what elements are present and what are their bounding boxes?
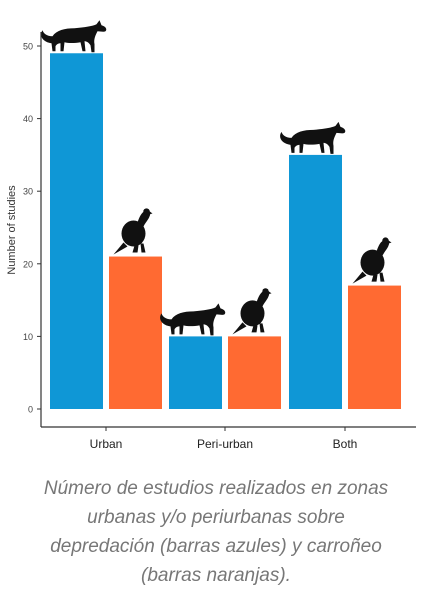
bar-series-2-peri-urban bbox=[228, 336, 281, 409]
puma-silhouette-icon bbox=[41, 20, 107, 53]
puma-silhouette-icon bbox=[280, 121, 346, 154]
condor-silhouette-icon bbox=[352, 237, 392, 284]
y-tick-label: 30 bbox=[23, 187, 33, 197]
y-tick-label: 0 bbox=[28, 405, 33, 415]
y-tick-label: 10 bbox=[23, 332, 33, 342]
bar-series-2-urban bbox=[109, 256, 162, 409]
bar-series-2-both bbox=[348, 285, 401, 409]
figure-caption: Número de estudios realizados en zonas u… bbox=[0, 474, 432, 590]
caption-line: (barras naranjas). bbox=[141, 565, 291, 586]
caption-line: urbanas y/o periurbanas sobre bbox=[87, 507, 345, 528]
caption-line: depredación (barras azules) y carroñeo bbox=[50, 536, 382, 557]
bar-series-1-both bbox=[289, 154, 342, 409]
x-tick-label: Peri-urban bbox=[197, 437, 253, 451]
y-axis-label: Number of studies bbox=[6, 185, 18, 275]
bar-series-1-peri-urban bbox=[169, 336, 222, 409]
condor-silhouette-icon bbox=[232, 288, 272, 335]
x-tick-label: Urban bbox=[90, 437, 123, 451]
bar-series-1-urban bbox=[50, 53, 103, 409]
bar-chart: Number of studies 0 10 20 30 40 50 Urban Peri-… bbox=[6, 20, 416, 451]
y-tick-label: 40 bbox=[23, 114, 33, 124]
y-tick-label: 20 bbox=[23, 259, 33, 269]
y-tick-label: 50 bbox=[23, 42, 33, 52]
caption-line: Número de estudios realizados en zonas bbox=[43, 478, 389, 499]
puma-silhouette-icon bbox=[160, 303, 226, 336]
condor-silhouette-icon bbox=[113, 208, 153, 255]
x-tick-label: Both bbox=[333, 437, 358, 451]
